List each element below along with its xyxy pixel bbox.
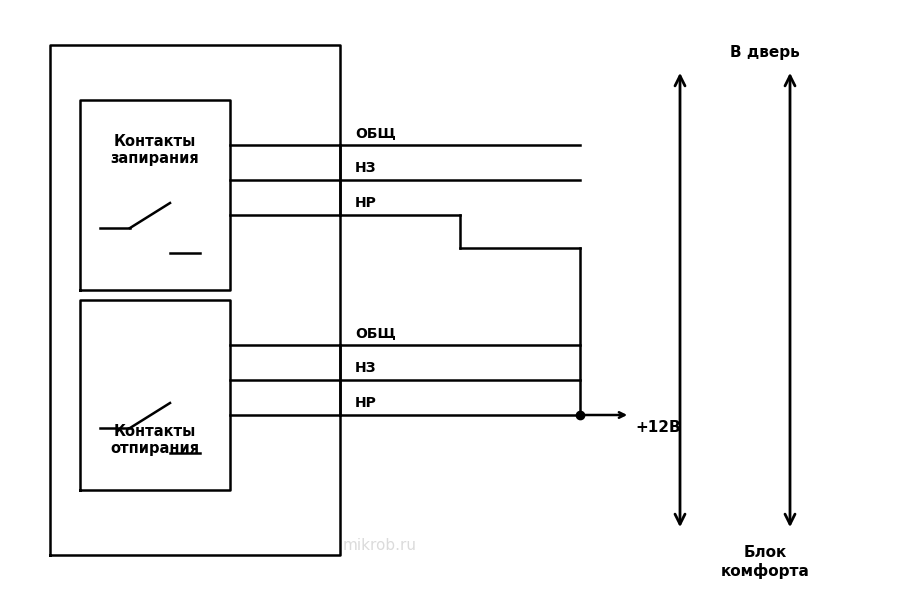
Text: mikrob.ru: mikrob.ru — [343, 538, 417, 553]
Text: Блок
комфорта: Блок комфорта — [721, 545, 809, 578]
Text: НР: НР — [355, 196, 377, 210]
Text: НЗ: НЗ — [355, 361, 376, 375]
Text: ОБЩ: ОБЩ — [355, 326, 396, 340]
Text: Контакты
запирания: Контакты запирания — [111, 134, 200, 166]
Text: +12В: +12В — [635, 420, 680, 435]
Text: Контакты
отпирания: Контакты отпирания — [111, 424, 200, 456]
Text: В дверь: В дверь — [730, 45, 800, 60]
Text: НЗ: НЗ — [355, 161, 376, 175]
Text: ОБЩ: ОБЩ — [355, 126, 396, 140]
Text: НР: НР — [355, 396, 377, 410]
